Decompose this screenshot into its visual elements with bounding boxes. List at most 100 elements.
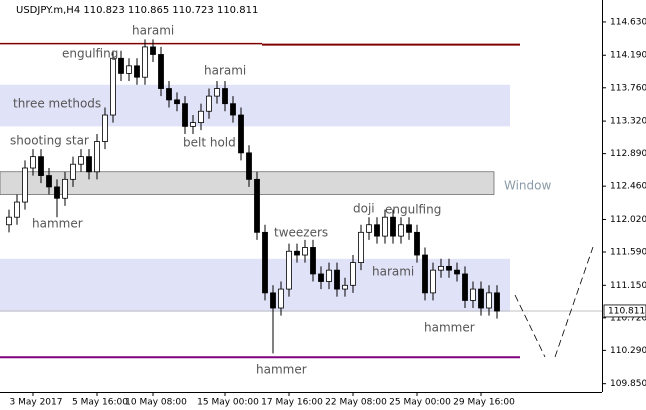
candle-body [166,88,172,101]
annotation: harami [372,265,414,279]
annotation: harami [132,24,174,38]
candle-body [134,65,140,78]
candle-body [310,247,316,275]
candle-body [494,292,500,312]
candle-body [358,231,364,263]
candle-body [270,292,276,309]
candle-body [350,262,356,286]
annotation: belt hold [183,136,236,150]
y-tick-label: 114.630 [610,17,646,27]
candle-body [294,250,300,256]
candle-body [158,54,164,89]
candle-body [238,114,244,154]
candle-body [198,110,204,123]
header: USDJPY.m,H4 110.823 110.865 110.723 110.… [16,5,258,16]
candle-body [470,288,476,301]
x-tick-label: 29 May 16:00 [453,398,515,408]
annotation: harami [204,64,246,78]
annotation: hammer [32,217,83,231]
candle-body [190,122,196,127]
candle-body [78,156,84,165]
zone [0,84,510,127]
candle-body [262,231,268,294]
candle-body [286,250,292,290]
y-tick-label: 111.590 [610,248,646,258]
candle-body [278,288,284,309]
annotation: three methods [13,97,101,111]
candle-body [102,114,108,142]
candle-body [126,65,132,74]
x-tick-label: 3 May 2017 [10,398,63,408]
candle-body [142,46,148,78]
candle-body [446,265,452,271]
candle-body [342,284,348,290]
candle-body [382,216,388,237]
candle-body [174,99,180,105]
candle-body [230,103,236,116]
annotation: engulfing [385,203,441,217]
annotation: tweezers [274,226,328,240]
candle-body [366,224,372,233]
y-tick-label: 113.320 [610,117,646,127]
candle-body [254,178,260,233]
candle-body [94,141,100,173]
x-tick-label: 17 May 16:00 [261,398,323,408]
x-tick-label: 22 May 08:00 [325,398,387,408]
candle-body [222,88,228,105]
candle-body [318,273,324,282]
candle-body [70,163,76,180]
candle-body [206,95,212,112]
candle-body [86,156,92,173]
annotation: Window [504,179,552,193]
annotation: engulfing [62,47,118,61]
candle-body [22,167,28,203]
candle-body [430,269,436,294]
y-tick-label: 112.890 [610,149,646,159]
x-tick-label: 10 May 08:00 [125,398,187,408]
y-tick-label: 112.020 [610,215,646,225]
candle-body [486,292,492,309]
candle-body [54,186,60,199]
candle-body [302,247,308,256]
annotation: shooting star [10,134,89,148]
x-tick-label: 5 May 16:00 [72,398,128,408]
candle-body [422,254,428,294]
y-tick-label: 114.190 [610,51,646,61]
candle-body [14,201,20,218]
candle-body [478,288,484,309]
candle-body [374,224,380,237]
candle-body [150,46,156,55]
candle-body [214,88,220,97]
candle-body [454,269,460,275]
candle-body [62,178,68,199]
candle-body [246,152,252,180]
y-tick-label: 110.290 [610,346,646,356]
y-tick-label: 112.460 [610,182,646,192]
candle-body [406,224,412,233]
candle-body [326,269,332,282]
candle-body [118,57,124,74]
candle-body [6,216,12,226]
candle-body [390,216,396,237]
y-tick-label: 109.850 [610,379,646,389]
candle-body [334,269,340,290]
annotation: hammer [424,321,475,335]
candle-body [46,175,52,188]
projection [514,246,594,358]
y-tick-label: 111.150 [610,281,646,291]
x-tick-label: 15 May 00:00 [197,398,259,408]
x-tick-label: 25 May 00:00 [389,398,451,408]
candle-body [398,224,404,237]
candle-body [182,103,188,127]
candle-body [110,57,116,116]
annotation: doji [353,202,375,216]
price-label: 110.811 [608,306,645,316]
y-tick-label: 113.760 [610,83,646,93]
candle-body [30,156,36,169]
candle-body [438,265,444,271]
annotation: hammer [256,363,307,377]
price-box [603,304,646,318]
candle-body [38,156,44,176]
